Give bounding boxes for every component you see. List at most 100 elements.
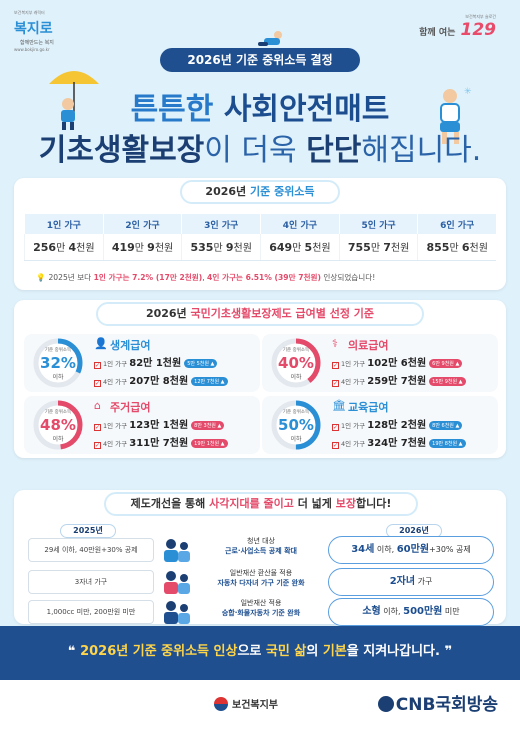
household-label: 1인 가구 (103, 422, 128, 430)
increase-amount: 8만 3천원 (194, 423, 216, 429)
broadcaster-name: CNB국회방송 (395, 695, 498, 715)
percent-ring: 기준 중위소득 40% 이하 (270, 337, 322, 389)
check-icon: ✓ (332, 362, 339, 369)
benefit-amount: 259만 7천원 (367, 376, 427, 387)
up-arrow-icon: ▲ (208, 361, 215, 367)
income-header-row: 1인 가구 2인 가구 3인 가구 4인 가구 5인 가구 6인 가구 (24, 214, 496, 234)
change-detail: 근로·사업소득 공제 확대 (225, 547, 297, 555)
benefit-amount: 207만 8천원 (129, 376, 189, 387)
bokjiro-url: www.bokjiro.go.kr (14, 47, 50, 52)
change-target: 청년 대상 (247, 537, 275, 545)
up-arrow-icon: ▲ (219, 379, 225, 385)
income-man: 535 (190, 241, 214, 255)
household-label: 4인 가구 (103, 378, 128, 386)
slogan-mini: 보건복지부 슬로건 (465, 14, 496, 19)
benefit-amount: 311만 7천원 (129, 438, 189, 449)
income-col-header: 1인 가구 (24, 214, 104, 234)
income-col-header: 5인 가구 (338, 214, 418, 234)
benefit-title-a: 2026년 (145, 307, 191, 320)
headline1-part-a: 튼튼한 (130, 92, 224, 127)
umbrella-child-illustration (49, 71, 99, 130)
check-icon: ✓ (94, 362, 101, 369)
new-highlight-1: 34세 (351, 544, 375, 555)
ring-gauge (271, 338, 321, 388)
broadcaster-logo: CNB국회방송 (377, 690, 498, 715)
lightbulb-icon: 💡 (36, 273, 46, 282)
ring-suffix: 이하 (52, 374, 64, 381)
check-icon: ✓ (94, 442, 101, 449)
percent-ring: 기준 중위소득 48% 이하 (32, 399, 84, 451)
msg-e: 기본 (322, 644, 347, 659)
increase-badge: 5만 5천원 ▲ (184, 359, 218, 368)
ring-fill (271, 400, 321, 450)
logo-mini-text: 보건복지부 캐릭터 (14, 10, 45, 15)
change-description: 일반재산 적용 승합·화물자동차 기준 완화 (196, 598, 326, 618)
up-arrow-icon: ▲ (219, 441, 225, 447)
up-arrow-icon: ▲ (215, 423, 222, 429)
increase-amount: 12만 7천원 (194, 379, 220, 385)
benefit-row: ✓ 4인 가구 324만 7천원 19만 8천원 ▲ (332, 434, 466, 449)
increase-badge: 8만 6천원 ▲ (429, 421, 463, 430)
unit-cheon: 천원 (469, 243, 488, 255)
increase-amount: 19만 8천원 (432, 441, 458, 447)
ring-fill (33, 338, 83, 388)
ring-percent: 32% (40, 354, 76, 372)
running-child-illustration: ✳ (440, 87, 472, 144)
household-label: 4인 가구 (341, 378, 366, 386)
msg-c: 국민 삶 (265, 644, 307, 659)
benefit-row: ✓ 1인 가구 123만 1천원 8만 3천원 ▲ (94, 416, 225, 431)
increase-amount: 19만 1천원 (194, 441, 220, 447)
benefit-block: 기준 중위소득 48% 이하 ⌂ 주거급여 ✓ 1인 가구 123만 1천원 8만 3천원 ▲… (24, 396, 260, 454)
new-text-1: 이하, (374, 545, 397, 554)
ring-suffix: 이하 (290, 374, 302, 381)
new-criteria: 소형 이하, 500만원 미만 (328, 598, 494, 626)
msg-f: 을 지켜나갑니다. (346, 644, 440, 659)
increase-amount: 5만 5천원 (187, 361, 209, 367)
unit-cheon: 천원 (154, 243, 174, 255)
school-icon: 🏛 (332, 399, 346, 412)
quote-open-icon: ❝ (67, 644, 81, 659)
slogan-number: 129 (460, 20, 497, 40)
benefit-row: ✓ 1인 가구 82만 1천원 5만 5천원 ▲ (94, 354, 218, 369)
income-cheon: 6 (461, 241, 470, 255)
new-highlight-2: 500만원 (403, 606, 443, 617)
up-arrow-icon: ▲ (457, 441, 463, 447)
headline2-part-c: 단단 (306, 133, 362, 168)
increase-amount: 15만 9천원 (432, 379, 458, 385)
income-title-a: 2026년 (205, 185, 250, 198)
old-year-tag: 2025년 (60, 524, 116, 538)
reform-title-a: 제도개선을 통해 (130, 497, 210, 510)
ring-percent: 40% (278, 354, 314, 372)
old-criteria: 1,000cc 미만, 200만원 미만 (28, 600, 154, 624)
old-criteria: 3자녀 가구 (28, 570, 154, 594)
household-label: 4인 가구 (341, 440, 366, 448)
reform-title: 제도개선을 통해 사각지대를 줄이고 더 넓게 보장합니다! (104, 492, 418, 516)
check-icon: ✓ (94, 380, 101, 387)
new-text-2: 미만 (442, 607, 460, 616)
headline2-part-a: 기초생활보장 (38, 133, 205, 168)
unit-man: 만 (134, 243, 148, 255)
income-cheon: 9 (225, 241, 234, 255)
increase-badge: 6만 9천원 ▲ (429, 359, 463, 368)
income-title-b: 기준 중위소득 (250, 185, 315, 198)
new-highlight-1: 소형 (362, 606, 381, 617)
unit-man: 만 (56, 243, 69, 255)
new-highlight-2: 60만원 (396, 544, 430, 555)
income-cheon: 9 (147, 241, 155, 255)
ring-gauge (33, 338, 83, 388)
reform-title-c: 더 넓게 (293, 497, 336, 510)
increase-badge: 12만 7천원 ▲ (191, 377, 228, 386)
income-col-header: 6인 가구 (417, 214, 496, 234)
income-cheon: 7 (383, 241, 391, 255)
benefit-row: ✓ 4인 가구 259만 7천원 15만 9천원 ▲ (332, 372, 466, 387)
benefit-block: 기준 중위소득 50% 이하 🏛 교육급여 ✓ 1인 가구 128만 2천원 8만 6천원 ▲… (262, 396, 498, 454)
benefit-block: 기준 중위소득 40% 이하 ⚕ 의료급여 ✓ 1인 가구 102만 6천원 6만 9천원 ▲… (262, 334, 498, 392)
unit-man: 만 (449, 243, 462, 255)
benefit-amount: 128만 2천원 (367, 420, 427, 431)
benefit-amount: 123만 1천원 (129, 420, 189, 431)
ring-suffix: 이하 (290, 436, 302, 443)
new-criteria: 34세 이하, 60만원+30% 공제 (328, 536, 494, 564)
ring-fill (33, 400, 83, 450)
benefit-name: 교육급여 (348, 401, 389, 414)
income-value-cell: 419만 9천원 (102, 234, 182, 261)
